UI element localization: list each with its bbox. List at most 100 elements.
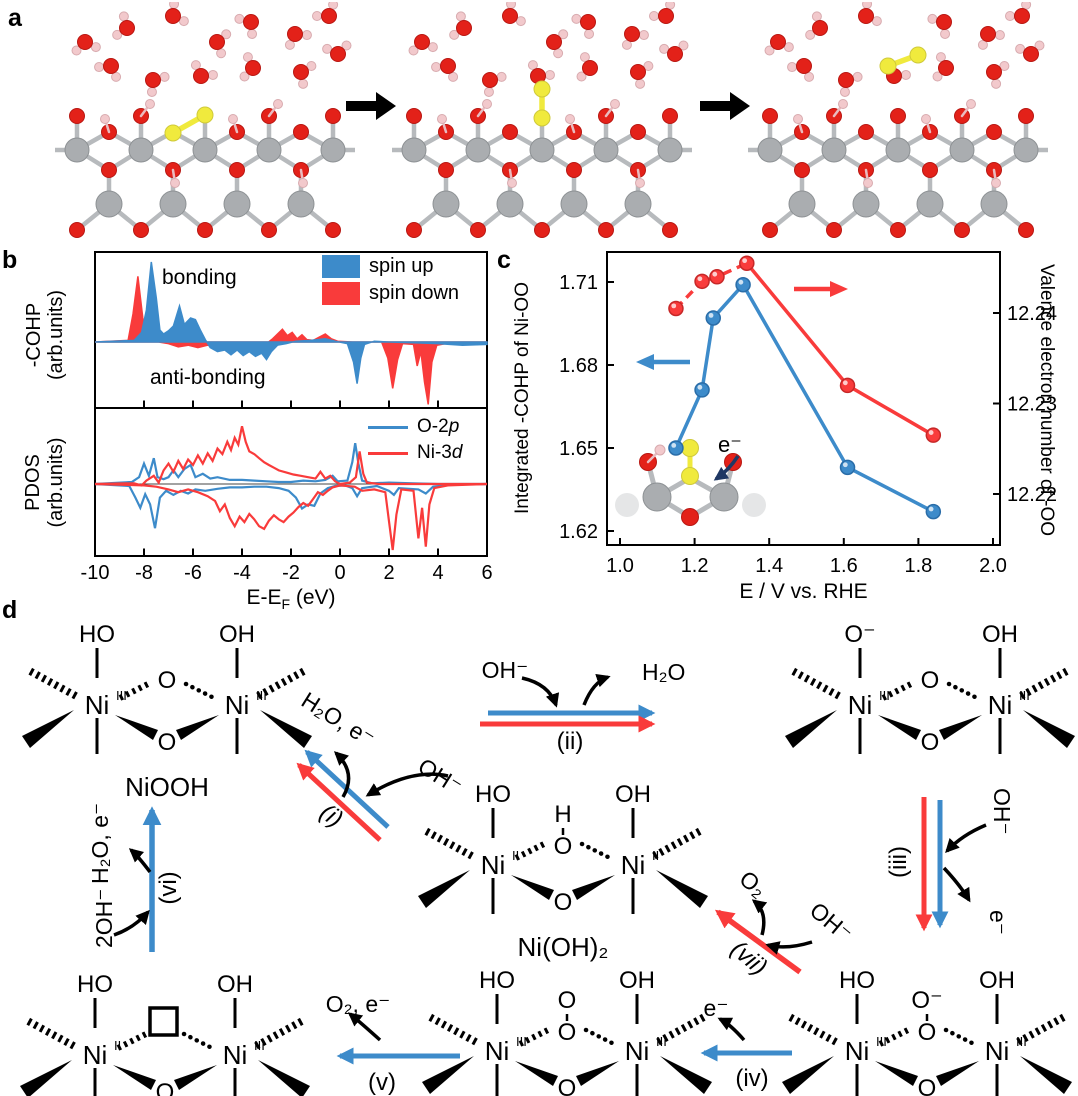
md-snapshot-intermediate [392,2,692,238]
md-snapshot-initial [55,2,355,238]
c-left-tick-label: 1.68 [559,355,598,377]
ni-oxidation-state: II [512,848,519,863]
ni-oxidation-state: III [1019,688,1030,703]
spin-legend: spin up spin down [322,255,459,309]
ni-atom: Ni [83,1040,108,1070]
curved-out-arrow-icon [717,1017,746,1042]
ni-atom: Ni [225,690,250,720]
b-x-tick-label: -10 [81,562,110,584]
step-iv-out: e⁻ [704,995,729,1021]
spin-down-swatch [322,282,360,305]
top-left-ligand: HO [475,781,511,808]
pdos-line [94,482,488,529]
c-x-tick-label: 1.4 [755,555,783,577]
ni-oxidation-state: III [879,688,890,703]
structure-label: NiOOH [125,772,209,802]
ni-oxidation-state: III [1016,1034,1027,1049]
data-point [694,382,710,398]
step-iii-in: OH⁻ [989,788,1015,835]
ni-atom: Ni [985,1036,1010,1066]
ni3d-label: Ni-3d [417,442,463,463]
c-left-tick-label: 1.71 [559,272,598,294]
curved-in-arrow-icon [765,940,813,955]
top-right-ligand: OH [219,621,255,648]
step-vi: 2OH⁻ H₂O, e⁻ (vi) [87,803,182,952]
ni-structure-vacancy: HO OH O Ni II Ni III [20,971,310,1096]
c-x-tick-label: 1.2 [681,555,709,577]
c-x-tick-label: 2.0 [979,555,1007,577]
ni-atom: Ni [988,690,1013,720]
top-right-ligand: OH [619,967,655,994]
top-right-ligand: OH [979,967,1015,994]
structure-label: Ni(OH)₂ [518,932,609,962]
step-iii-label: (iii) [885,846,912,878]
curved-out-arrow-icon [333,751,351,798]
ni-oxidation-state: II [114,1038,121,1053]
bridge-top-atom: H [554,801,571,828]
oxygen-vacancy-square [148,1006,179,1037]
step-iii-out: e⁻ [985,910,1011,935]
step-ii: OH⁻ H₂O (ii) [480,657,685,755]
ni-atom: Ni [485,1036,510,1066]
ni-atom: Ni [625,1036,650,1066]
ni-oxidation-state: III [656,1034,667,1049]
bridge-atom: O [918,1019,937,1046]
spin-down-label: spin down [369,282,460,304]
top-left-ligand: HO [839,967,875,994]
curved-out-arrow-icon [582,673,611,706]
c-x-tick-label: 1.0 [606,555,634,577]
ni-oxidation-state: III [116,688,127,703]
bridge-atom: O [158,667,177,694]
right-arrow-icon [700,92,750,120]
right-arrow-icon [346,92,396,120]
ni-structure-niooh: HO OH O O Ni III Ni III NiOOH [22,621,312,802]
top-right-ligand: OH [982,621,1018,648]
bottom-bridge-oxygen: O [921,729,940,756]
bottom-bridge-oxygen: O [158,729,177,756]
data-point [709,269,725,285]
c-left-tick-label: 1.65 [559,438,598,460]
curved-out-arrow-icon [942,866,971,903]
data-point [839,377,856,394]
data-point [705,310,721,326]
ni-atom: Ni [845,1036,870,1066]
ni-oxidation-state: III [256,688,267,703]
pdos-y-axis-label: PDOS (arb.units) [22,437,67,528]
integrated-cohp-axis-label: Integrated -COHP of Ni-OO [512,282,534,514]
data-point [839,459,856,476]
bridge-top-atom: O [558,987,577,1014]
pdos-line [94,482,488,551]
curved-out-arrow-icon [347,1012,382,1042]
bonding-annotation: bonding [162,266,237,289]
curved-out-arrow-icon [751,899,768,936]
b-x-tick-label: -6 [184,562,202,584]
step-v-out: O₂, e⁻ [326,991,391,1017]
step-vi-out: H₂O, e⁻ [87,803,113,884]
curved-in-arrow-icon [113,909,150,937]
top-right-ligand: OH [217,971,253,998]
step-vii-label: (vii) [725,935,772,981]
bottom-bridge-oxygen: O [554,889,573,916]
step-vii-in: OH⁻ [805,897,857,947]
electron-label: e⁻ [718,432,742,457]
curved-in-arrow-icon [521,676,560,708]
top-right-ligand: OH [615,781,651,808]
ni-atom: Ni [85,690,110,720]
ni-structure-deprotonated: O⁻ OH O O Ni III Ni III [785,621,1075,756]
panel-a-label: a [8,4,22,32]
b-x-tick-label: 0 [334,562,345,584]
b-x-tick-label: 4 [432,562,443,584]
c-right-tick-label: 12.22 [1007,484,1057,506]
c-x-tick-label: 1.8 [904,555,932,577]
step-vii-out: O₂ [735,865,772,902]
data-point [739,255,755,271]
step-i-out: H₂O, e⁻ [297,687,380,752]
bridge-top-atom: O⁻ [911,987,942,1014]
top-left-ligand: O⁻ [844,621,875,648]
molecular-scene [392,2,692,238]
panel-d-label: d [2,596,18,624]
curved-out-arrow-icon [128,848,152,874]
